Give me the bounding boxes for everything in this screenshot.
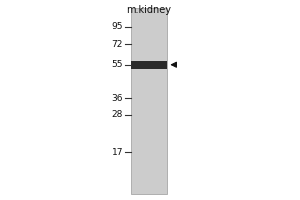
- Text: 36: 36: [112, 94, 123, 103]
- Text: 28: 28: [112, 110, 123, 119]
- Bar: [130, 61, 166, 69]
- Text: 55: 55: [112, 60, 123, 69]
- Text: 17: 17: [112, 148, 123, 157]
- Text: 95: 95: [112, 22, 123, 31]
- Bar: [130, 8, 166, 194]
- Text: 72: 72: [112, 40, 123, 49]
- Text: m.kidney: m.kidney: [126, 5, 171, 15]
